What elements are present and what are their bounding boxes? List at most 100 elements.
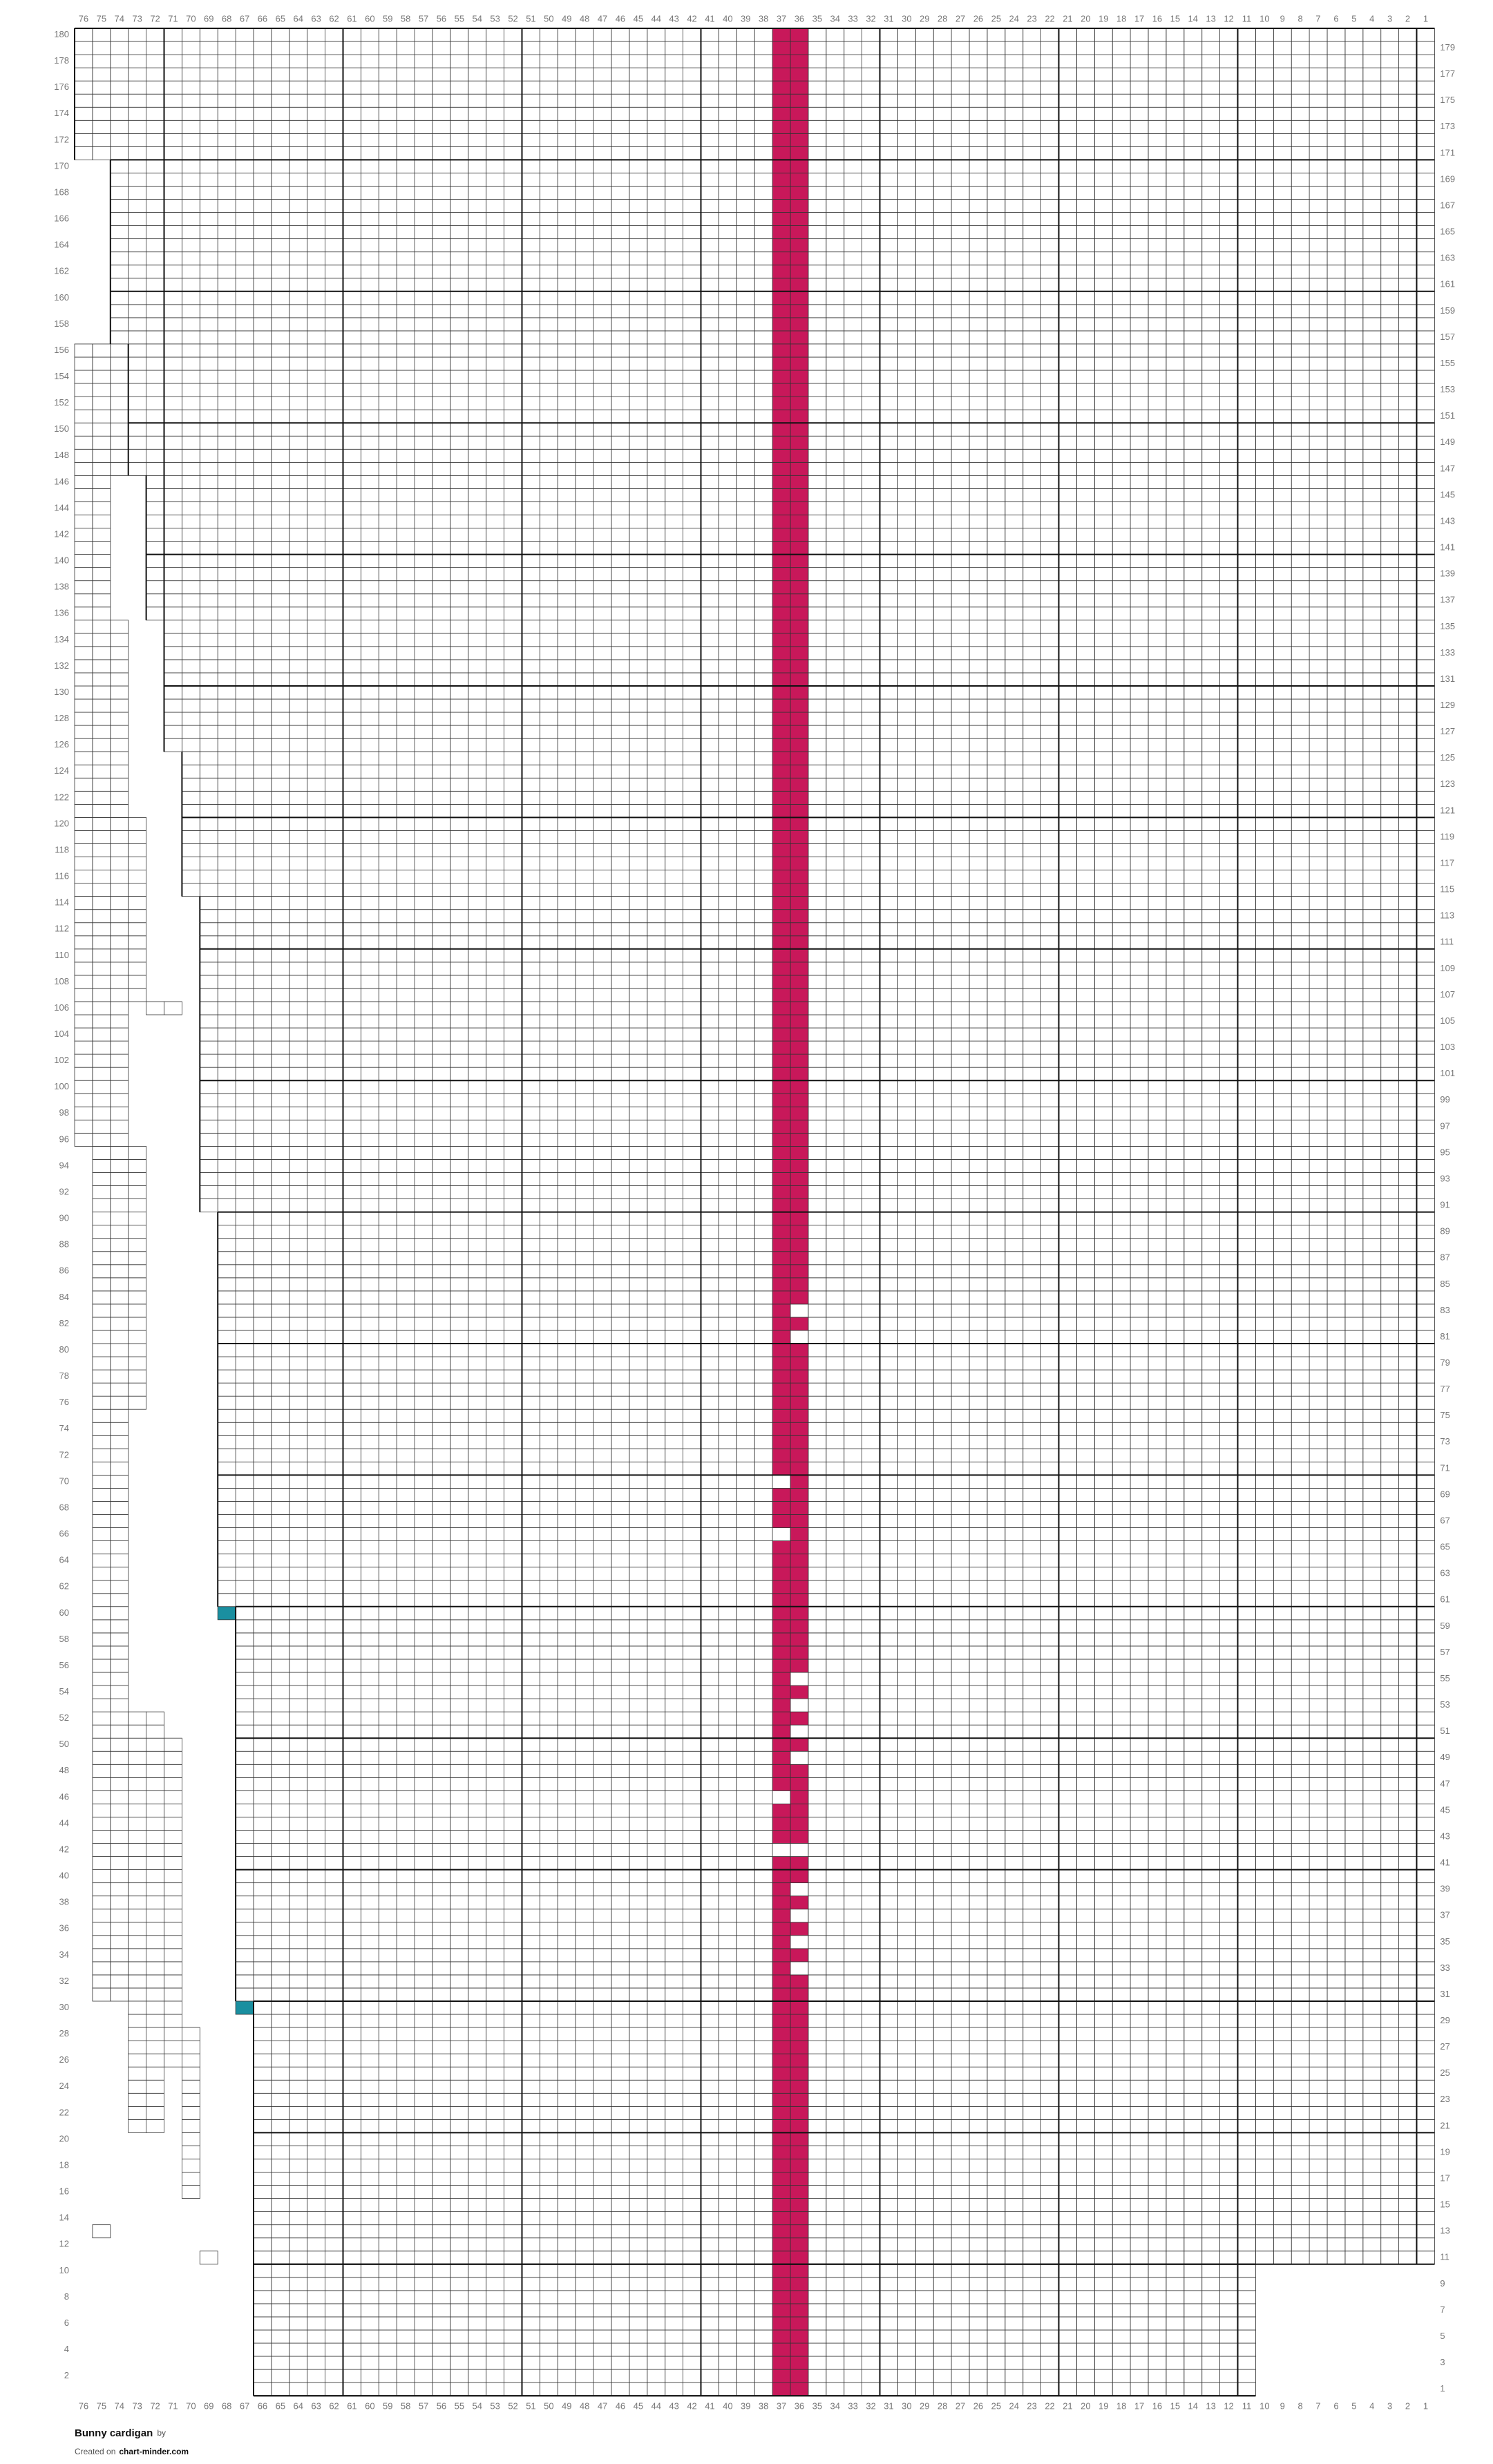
stitch-cell [522,738,540,752]
stitch-cell [1380,475,1399,489]
stitch-cell [271,265,290,279]
stitch-cell [1130,317,1149,332]
stitch-cell [701,567,719,582]
stitch-cell [1237,515,1256,528]
stitch-cell [844,383,862,397]
stitch-cell [862,803,880,818]
stitch-cell [271,883,290,897]
stitch-cell [772,106,791,121]
stitch-cell [1326,291,1346,305]
stitch-cell [146,41,164,55]
stitch-cell [1273,711,1292,726]
stitch-cell [557,422,576,437]
stitch-cell [611,133,630,147]
stitch-cell [432,435,451,450]
stitch-cell [611,330,630,345]
stitch-cell [1255,502,1274,515]
stitch-cell [289,120,308,134]
stitch-cell [1380,777,1399,792]
stitch-cell [790,265,809,279]
stitch-cell [1416,448,1435,463]
stitch-cell [271,857,290,870]
stitch-cell [164,251,182,266]
stitch-cell [74,817,93,831]
stitch-cell [1380,515,1399,528]
stitch-cell [1130,725,1149,739]
stitch-cell [1005,790,1024,805]
stitch-cell [1130,777,1149,792]
stitch-cell [647,461,666,476]
stitch-cell [146,356,164,371]
stitch-cell [1309,883,1328,897]
stitch-cell [468,698,487,713]
stitch-cell [1076,186,1095,200]
stitch-cell [1416,593,1435,608]
stitch-cell [897,751,916,765]
stitch-cell [432,422,451,437]
stitch-cell [1380,488,1399,502]
stitch-cell [181,646,200,660]
stitch-cell [736,843,755,857]
stitch-cell [701,870,719,884]
stitch-cell [719,435,737,450]
stitch-cell [1076,541,1095,555]
stitch-cell [897,857,916,870]
stitch-cell [504,304,522,318]
stitch-cell [611,580,630,595]
stitch-cell [164,409,182,423]
stitch-cell [951,725,970,739]
stitch-cell [736,646,755,660]
stitch-cell [844,317,862,332]
stitch-cell [897,317,916,332]
stitch-cell [969,330,988,345]
stitch-cell [1094,54,1113,68]
stitch-cell [468,593,487,608]
stitch-cell [74,620,93,634]
stitch-cell [1166,1198,1185,1213]
stitch-cell [844,330,862,345]
stitch-cell [450,67,469,82]
stitch-cell [987,343,1006,358]
stitch-cell [647,278,666,292]
stitch-cell [593,528,612,542]
stitch-cell [1166,343,1185,358]
stitch-cell [110,659,129,674]
stitch-cell [1219,343,1238,358]
stitch-cell [1023,777,1041,792]
stitch-cell [164,278,182,292]
stitch-cell [164,93,182,108]
stitch-cell [217,28,236,42]
stitch-cell [969,225,988,240]
stitch-cell [754,409,773,423]
stitch-cell [289,685,308,700]
stitch-cell [164,396,182,410]
stitch-cell [754,593,773,608]
stitch-cell [1237,803,1256,818]
stitch-cell [754,1198,773,1213]
stitch-cell [1094,488,1113,502]
stitch-cell [754,396,773,410]
stitch-cell [1112,383,1131,397]
stitch-cell [217,685,236,700]
stitch-cell [468,343,487,358]
stitch-cell [522,93,540,108]
stitch-cell [1237,567,1256,582]
stitch-cell [164,304,182,318]
stitch-cell [933,777,952,792]
stitch-cell [432,580,451,595]
stitch-cell [897,199,916,213]
stitch-cell [647,343,666,358]
stitch-cell [1326,41,1346,55]
stitch-cell [540,93,558,108]
stitch-cell [1040,186,1059,200]
stitch-cell [271,843,290,857]
stitch-cell [396,843,415,857]
stitch-cell [1326,528,1346,542]
stitch-cell [414,515,433,528]
stitch-cell [1058,790,1077,805]
stitch-cell [504,764,522,779]
stitch-cell [1237,475,1256,489]
stitch-cell [217,186,236,200]
stitch-cell [879,146,898,160]
stitch-cell [611,186,630,200]
